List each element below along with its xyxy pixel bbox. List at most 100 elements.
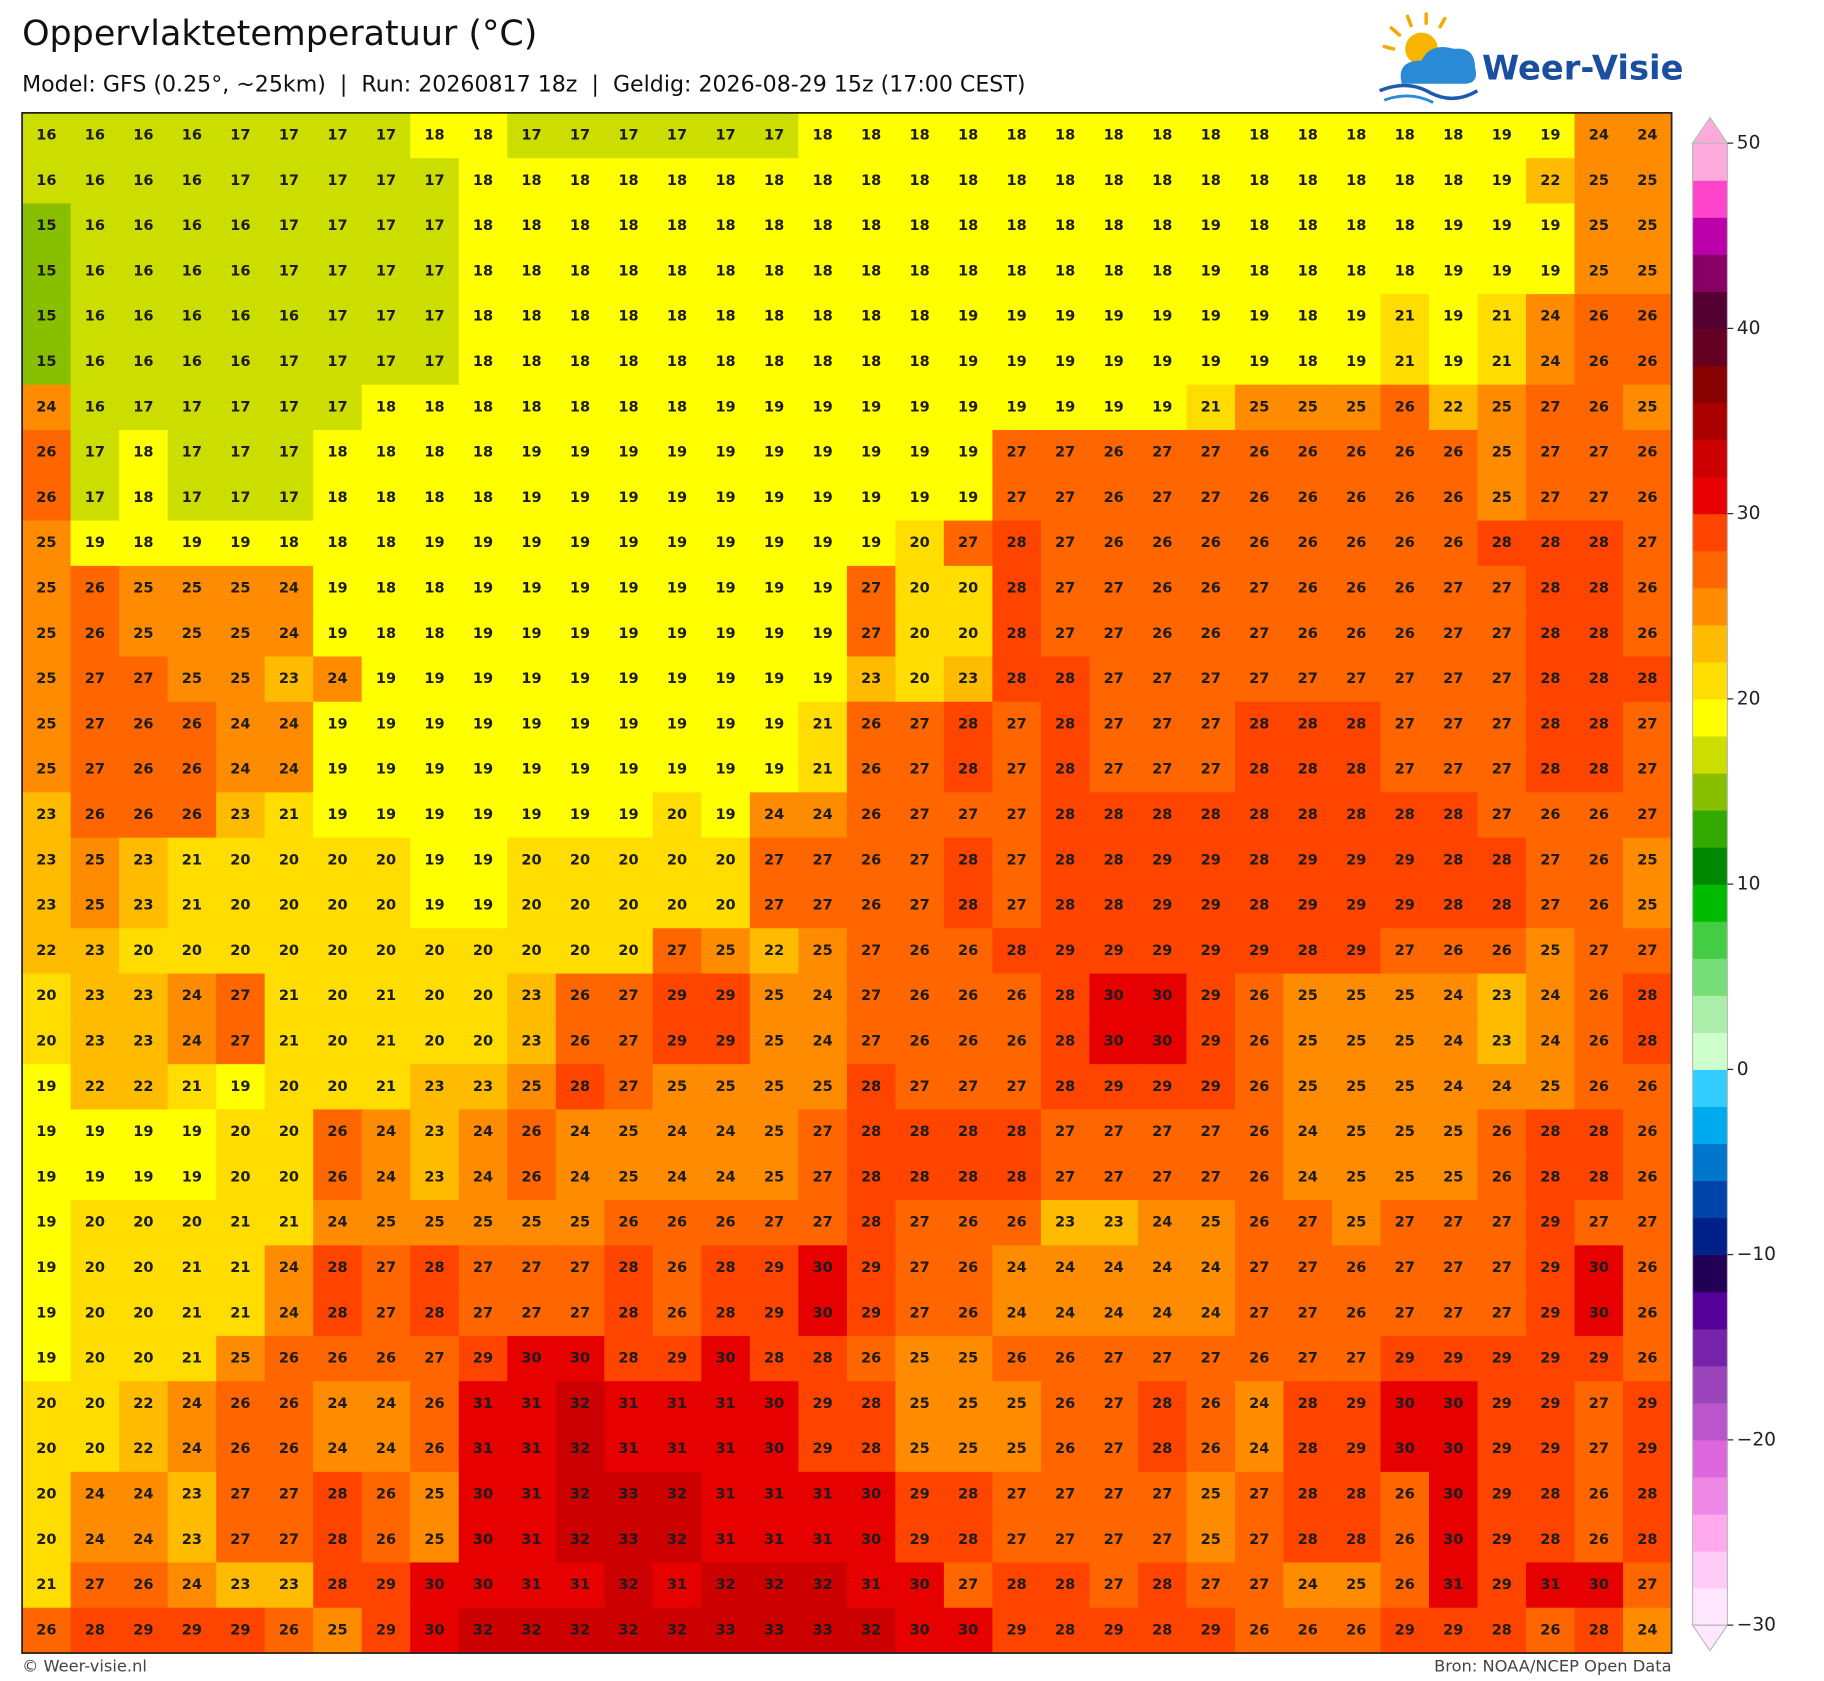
- temperature-value: 23: [1492, 988, 1512, 1004]
- temperature-cell: [749, 158, 800, 205]
- temperature-cell: [992, 701, 1042, 748]
- temperature-value: 26: [279, 1622, 299, 1638]
- temperature-value: 19: [85, 1169, 105, 1185]
- temperature-cell: [1623, 158, 1673, 205]
- temperature-value: 17: [230, 128, 250, 144]
- temperature-value: 23: [1055, 1215, 1075, 1231]
- temperature-cell: [798, 565, 848, 612]
- temperature-value: 18: [618, 263, 638, 279]
- temperature-value: 26: [570, 988, 590, 1004]
- temperature-value: 26: [861, 762, 881, 778]
- temperature-value: 26: [1298, 490, 1318, 506]
- temperature-cell: [749, 203, 800, 250]
- temperature-value: 30: [812, 1260, 832, 1276]
- temperature-value: 18: [1395, 263, 1415, 279]
- temperature-cell: [1526, 520, 1576, 567]
- temperature-cell: [1526, 475, 1576, 522]
- temperature-value: 27: [1540, 898, 1560, 914]
- temperature-value: 26: [958, 943, 978, 959]
- temperature-value: 24: [182, 1441, 202, 1457]
- temperature-value: 27: [1104, 1351, 1124, 1367]
- colorbar-band: [1692, 1143, 1728, 1182]
- temperature-value: 30: [764, 1441, 784, 1457]
- temperature-value: 27: [1249, 581, 1269, 597]
- temperature-cell: [992, 475, 1042, 522]
- temperature-value: 25: [1395, 1169, 1415, 1185]
- temperature-value: 28: [1589, 1622, 1609, 1638]
- temperature-cell: [1429, 611, 1479, 658]
- temperature-value: 27: [424, 1351, 444, 1367]
- temperature-cell: [1186, 475, 1236, 522]
- temperature-value: 16: [85, 263, 105, 279]
- temperature-value: 25: [85, 898, 105, 914]
- temperature-value: 24: [1104, 1260, 1124, 1276]
- temperature-value: 19: [376, 716, 396, 732]
- temperature-value: 20: [570, 852, 590, 868]
- temperature-cell: [1040, 520, 1091, 567]
- temperature-cell: [1380, 611, 1430, 658]
- temperature-value: 18: [715, 263, 735, 279]
- temperature-value: 16: [182, 354, 202, 370]
- temperature-value: 16: [133, 354, 153, 370]
- temperature-value: 25: [1637, 173, 1657, 189]
- temperature-value: 27: [1298, 1215, 1318, 1231]
- temperature-value: 31: [570, 1577, 590, 1593]
- temperature-value: 26: [85, 626, 105, 642]
- temperature-value: 16: [133, 173, 153, 189]
- temperature-value: 27: [1104, 762, 1124, 778]
- temperature-cell: [1137, 429, 1188, 476]
- temperature-value: 25: [1540, 943, 1560, 959]
- temperature-value: 28: [1395, 807, 1415, 823]
- temperature-cell: [264, 248, 314, 295]
- temperature-value: 29: [861, 1305, 881, 1321]
- temperature-value: 18: [715, 173, 735, 189]
- temperature-value: 27: [1540, 445, 1560, 461]
- temperature-value: 27: [1007, 898, 1027, 914]
- temperature-cell: [604, 294, 654, 341]
- temperature-cell: [410, 565, 460, 612]
- temperature-cell: [216, 565, 266, 612]
- temperature-value: 20: [667, 898, 687, 914]
- temperature-value: 17: [570, 128, 590, 144]
- temperature-cell: [313, 520, 363, 567]
- temperature-value: 28: [1443, 807, 1463, 823]
- temperature-value: 25: [36, 626, 56, 642]
- temperature-value: 25: [1492, 399, 1512, 415]
- temperature-value: 18: [570, 173, 590, 189]
- colorbar-band: [1692, 513, 1728, 552]
- temperature-value: 24: [764, 807, 784, 823]
- temperature-value: 19: [1346, 354, 1366, 370]
- temperature-value: 27: [1152, 1486, 1172, 1502]
- temperature-value: 27: [230, 1532, 250, 1548]
- temperature-value: 19: [570, 535, 590, 551]
- temperature-value: 18: [376, 581, 396, 597]
- temperature-value: 30: [1589, 1577, 1609, 1593]
- temperature-value: 28: [958, 1532, 978, 1548]
- temperature-value: 21: [36, 1577, 56, 1593]
- temperature-value: 29: [1540, 1305, 1560, 1321]
- temperature-cell: [410, 384, 460, 431]
- temperature-value: 18: [376, 535, 396, 551]
- temperature-value: 24: [182, 1396, 202, 1412]
- temperature-value: 18: [1346, 128, 1366, 144]
- temperature-value: 19: [182, 1169, 202, 1185]
- temperature-value: 25: [1007, 1396, 1027, 1412]
- temperature-cell: [1234, 475, 1285, 522]
- temperature-cell: [992, 611, 1042, 658]
- temperature-value: 26: [1201, 1396, 1221, 1412]
- temperature-value: 27: [1637, 807, 1657, 823]
- temperature-value: 27: [1249, 1532, 1269, 1548]
- title: Oppervlaktetemperatuur (°C): [22, 14, 537, 54]
- temperature-cell: [70, 701, 120, 748]
- temperature-value: 18: [861, 309, 881, 325]
- temperature-value: 26: [1298, 445, 1318, 461]
- temperature-value: 27: [85, 762, 105, 778]
- temperature-value: 25: [182, 626, 202, 642]
- temperature-value: 16: [182, 309, 202, 325]
- temperature-value: 30: [1443, 1486, 1463, 1502]
- temperature-cell: [895, 656, 945, 703]
- temperature-value: 18: [910, 263, 930, 279]
- temperature-value: 32: [570, 1532, 590, 1548]
- temperature-value: 27: [958, 535, 978, 551]
- temperature-cell: [1137, 294, 1188, 341]
